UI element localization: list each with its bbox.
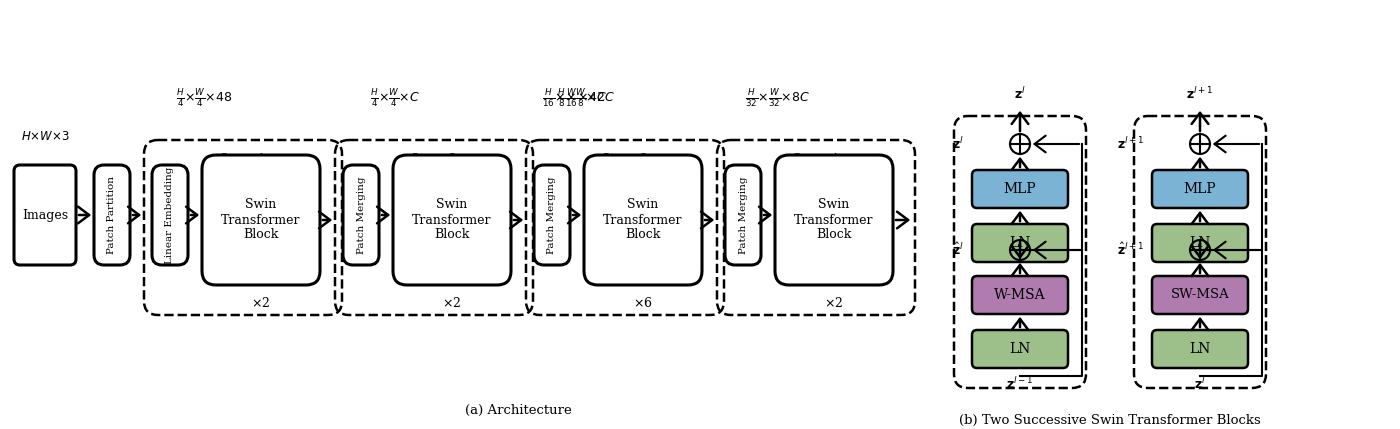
Text: LN: LN	[1009, 236, 1030, 250]
FancyBboxPatch shape	[584, 155, 701, 285]
Text: $\mathbf{z}^{l+1}$: $\mathbf{z}^{l+1}$	[1117, 136, 1144, 152]
Text: $\frac{H}{32}{\times}\frac{W}{32}{\times}8C$: $\frac{H}{32}{\times}\frac{W}{32}{\times…	[745, 87, 809, 109]
FancyBboxPatch shape	[343, 165, 379, 265]
Text: $H{\times}W{\times}3$: $H{\times}W{\times}3$	[21, 130, 70, 143]
Text: $\hat{\mathbf{z}}^{l}$: $\hat{\mathbf{z}}^{l}$	[952, 242, 965, 258]
Text: Stage 4: Stage 4	[794, 154, 839, 166]
FancyBboxPatch shape	[725, 165, 762, 265]
Text: $\mathbf{z}^{l}$: $\mathbf{z}^{l}$	[952, 136, 965, 152]
Text: LN: LN	[1190, 236, 1211, 250]
Text: $\times$2: $\times$2	[442, 296, 462, 310]
Text: Images: Images	[22, 208, 69, 221]
Text: LN: LN	[1190, 342, 1211, 356]
Text: Swin
Transformer
Block: Swin Transformer Block	[221, 199, 301, 242]
Text: MLP: MLP	[1183, 182, 1217, 196]
Text: $\times$2: $\times$2	[252, 296, 270, 310]
Text: $\frac{H}{4}{\times}\frac{W}{4}{\times}48$: $\frac{H}{4}{\times}\frac{W}{4}{\times}4…	[176, 87, 232, 109]
Text: $\mathbf{z}^{l}$: $\mathbf{z}^{l}$	[1194, 376, 1205, 392]
Text: Stage 2: Stage 2	[412, 154, 456, 166]
Text: MLP: MLP	[1004, 182, 1036, 196]
Text: $\mathbf{z}^{l+1}$: $\mathbf{z}^{l+1}$	[1186, 86, 1214, 102]
FancyBboxPatch shape	[1152, 224, 1247, 262]
FancyBboxPatch shape	[972, 330, 1068, 368]
Text: Stage 1: Stage 1	[220, 154, 266, 166]
FancyBboxPatch shape	[153, 165, 188, 265]
Text: Stage 3: Stage 3	[602, 154, 648, 166]
Text: LN: LN	[1009, 342, 1030, 356]
Text: Patch Merging: Patch Merging	[739, 176, 748, 254]
Text: Swin
Transformer
Block: Swin Transformer Block	[412, 199, 491, 242]
Text: $\times$2: $\times$2	[825, 296, 844, 310]
FancyBboxPatch shape	[94, 165, 130, 265]
Text: $\frac{H}{4}{\times}\frac{W}{4}{\times}C$: $\frac{H}{4}{\times}\frac{W}{4}{\times}C…	[370, 87, 420, 109]
Text: W-MSA: W-MSA	[994, 288, 1046, 302]
Text: Patch Partition: Patch Partition	[108, 176, 116, 254]
Text: Swin
Transformer
Block: Swin Transformer Block	[603, 199, 683, 242]
Text: (b) Two Successive Swin Transformer Blocks: (b) Two Successive Swin Transformer Bloc…	[959, 414, 1261, 426]
Text: Patch Merging: Patch Merging	[357, 176, 365, 254]
Text: $\frac{H}{16}{\times}\frac{W}{16}{\times}4C$: $\frac{H}{16}{\times}\frac{W}{16}{\times…	[542, 87, 606, 109]
FancyBboxPatch shape	[202, 155, 321, 285]
Text: SW-MSA: SW-MSA	[1170, 288, 1229, 302]
FancyBboxPatch shape	[393, 155, 511, 285]
Text: (a) Architecture: (a) Architecture	[465, 404, 571, 417]
FancyBboxPatch shape	[1152, 276, 1247, 314]
FancyBboxPatch shape	[1152, 330, 1247, 368]
Text: Patch Merging: Patch Merging	[547, 176, 557, 254]
Text: $\mathbf{z}^{l}$: $\mathbf{z}^{l}$	[1014, 86, 1026, 102]
FancyBboxPatch shape	[972, 224, 1068, 262]
FancyBboxPatch shape	[776, 155, 893, 285]
FancyBboxPatch shape	[972, 276, 1068, 314]
Text: $\frac{H}{8}{\times}\frac{W}{8}{\times}2C$: $\frac{H}{8}{\times}\frac{W}{8}{\times}2…	[557, 87, 615, 109]
Text: Linear Embedding: Linear Embedding	[165, 166, 175, 264]
FancyBboxPatch shape	[972, 170, 1068, 208]
FancyBboxPatch shape	[533, 165, 570, 265]
Text: Swin
Transformer
Block: Swin Transformer Block	[794, 199, 874, 242]
Text: $\times$6: $\times$6	[633, 296, 652, 310]
Text: $\mathbf{z}^{l-1}$: $\mathbf{z}^{l-1}$	[1007, 376, 1033, 392]
FancyBboxPatch shape	[1152, 170, 1247, 208]
FancyBboxPatch shape	[14, 165, 76, 265]
Text: $\hat{\mathbf{z}}^{l+1}$: $\hat{\mathbf{z}}^{l+1}$	[1117, 242, 1144, 258]
